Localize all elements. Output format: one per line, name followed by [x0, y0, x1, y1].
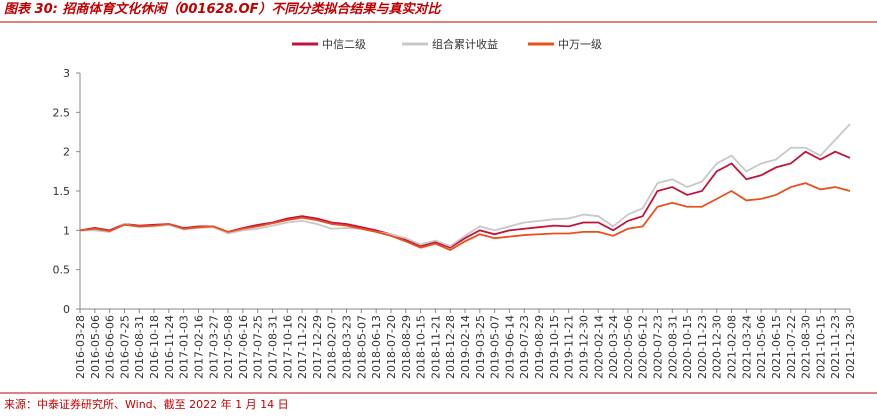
x-tick-label: 2018-07-20 — [385, 315, 398, 379]
x-tick-label: 2017-10-16 — [281, 315, 294, 379]
y-tick-label: 1.5 — [53, 185, 71, 198]
x-tick-label: 2018-12-28 — [444, 315, 457, 379]
x-tick-label: 2018-02-07 — [326, 315, 339, 379]
x-tick-label: 2020-03-24 — [607, 315, 620, 379]
x-tick-label: 2021-11-23 — [829, 315, 842, 379]
x-tick-label: 2018-08-29 — [400, 315, 413, 379]
x-tick-label: 2021-10-15 — [814, 315, 827, 379]
x-tick-label: 2021-12-30 — [844, 315, 857, 379]
x-tick-label: 2021-05-06 — [755, 315, 768, 379]
x-tick-label: 2016-08-31 — [133, 315, 146, 379]
x-tick-label: 2018-10-15 — [415, 315, 428, 379]
x-tick-label: 2020-12-30 — [711, 315, 724, 379]
y-tick-label: 1 — [63, 224, 70, 237]
x-tick-label: 2017-02-16 — [192, 315, 205, 379]
x-tick-label: 2016-03-28 — [74, 315, 87, 379]
x-tick-label: 2021-02-08 — [726, 315, 739, 379]
x-tick-label: 2016-05-06 — [89, 315, 102, 379]
y-tick-label: 0 — [63, 303, 70, 316]
x-tick-label: 2020-02-14 — [592, 315, 605, 379]
x-tick-label: 2017-07-25 — [252, 315, 265, 379]
x-tick-label: 2020-10-15 — [681, 315, 694, 379]
x-tick-label: 2016-11-24 — [163, 315, 176, 379]
x-tick-label: 2021-07-22 — [785, 315, 798, 379]
x-tick-label: 2018-03-23 — [341, 315, 354, 379]
x-tick-label: 2017-05-08 — [222, 315, 235, 379]
x-tick-label: 2016-06-06 — [104, 315, 117, 379]
x-tick-label: 2016-07-25 — [118, 315, 131, 379]
x-tick-label: 2017-08-31 — [267, 315, 280, 379]
x-tick-label: 2019-05-07 — [489, 315, 502, 379]
chart-title: 图表 30: 招商体育文化休闲（001628.OF）不同分类拟合结果与真实对比 — [4, 1, 442, 17]
y-tick-label: 2 — [63, 146, 70, 159]
x-tick-label: 2020-06-12 — [637, 315, 650, 379]
legend-label: 中万一级 — [558, 38, 602, 51]
x-tick-label: 2018-11-21 — [429, 315, 442, 379]
x-tick-label: 2019-03-25 — [474, 315, 487, 379]
x-tick-label: 2019-12-30 — [577, 315, 590, 379]
y-tick-label: 3 — [63, 67, 70, 80]
x-tick-label: 2019-08-29 — [533, 315, 546, 379]
y-tick-label: 0.5 — [53, 264, 71, 277]
x-tick-label: 2017-11-22 — [296, 315, 309, 379]
y-tick-label: 2.5 — [53, 106, 71, 119]
x-tick-label: 2020-07-23 — [652, 315, 665, 379]
x-tick-label: 2021-08-30 — [800, 315, 813, 379]
series-line — [79, 150, 851, 249]
x-tick-label: 2019-02-14 — [459, 315, 472, 379]
x-tick-label: 2021-06-15 — [770, 315, 783, 379]
x-tick-label: 2020-08-31 — [666, 315, 679, 379]
x-tick-label: 2019-10-15 — [548, 315, 561, 379]
legend-label: 组合累计收益 — [432, 37, 498, 51]
x-tick-label: 2018-06-13 — [370, 315, 383, 379]
legend-label: 中信二级 — [322, 38, 366, 51]
source: 来源：中泰证券研究所、Wind、截至 2022 年 1 月 14 日 — [4, 397, 289, 411]
x-tick-label: 2019-11-21 — [563, 315, 576, 379]
x-tick-label: 2020-05-06 — [622, 315, 635, 379]
x-tick-label: 2019-06-14 — [503, 315, 516, 379]
x-tick-label: 2017-03-27 — [207, 315, 220, 379]
x-tick-label: 2016-10-18 — [148, 315, 161, 379]
x-tick-label: 2019-07-23 — [518, 315, 531, 379]
x-tick-label: 2017-01-03 — [178, 315, 191, 379]
x-tick-label: 2017-12-29 — [311, 315, 324, 379]
x-tick-label: 2020-11-23 — [696, 315, 709, 379]
x-tick-label: 2017-06-16 — [237, 315, 250, 379]
x-tick-label: 2018-05-07 — [355, 315, 368, 379]
series-line — [79, 182, 851, 252]
x-tick-label: 2021-03-24 — [740, 315, 753, 379]
